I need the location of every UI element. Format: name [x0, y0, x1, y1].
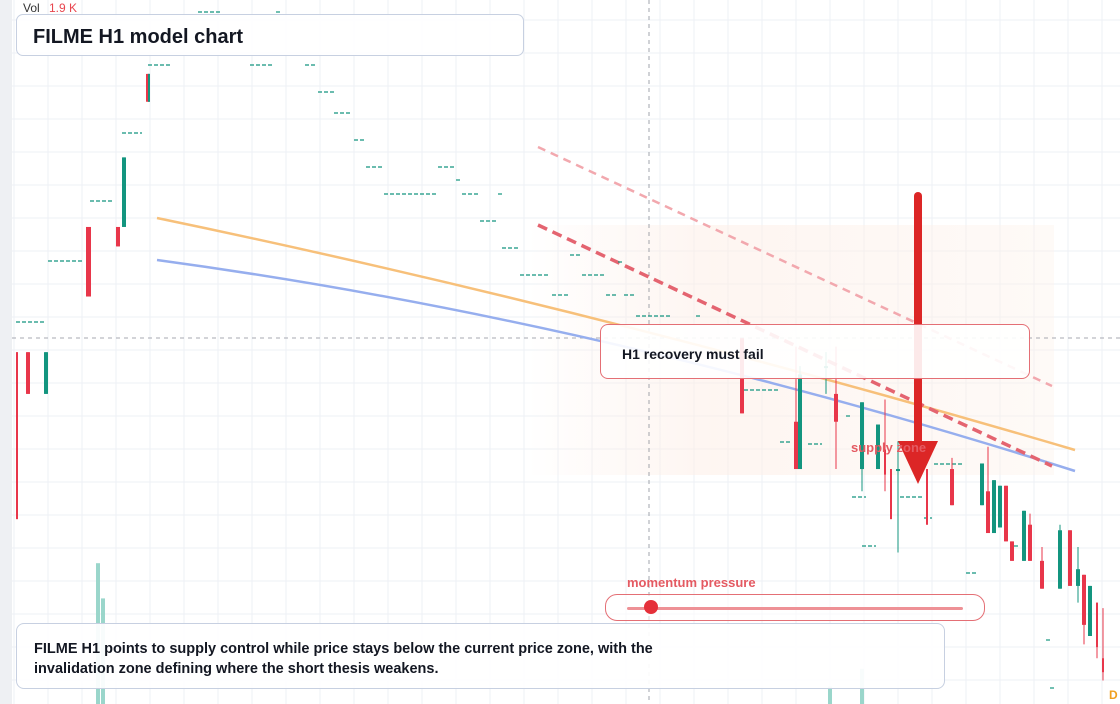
candle-body	[1088, 585, 1092, 636]
candle	[116, 226, 120, 247]
trendline-upper	[537, 145, 1053, 388]
momentum-label: momentum pressure	[627, 575, 756, 590]
candle-body	[890, 469, 892, 520]
candle-body	[1076, 569, 1080, 586]
candle	[1022, 510, 1026, 561]
candle	[44, 352, 48, 394]
candle-body	[86, 226, 91, 297]
momentum-meter	[605, 594, 985, 621]
corner-badge-text: D	[1109, 688, 1118, 702]
candle	[26, 352, 30, 394]
summary-card: FILME H1 points to supply control while …	[16, 623, 945, 689]
candle	[884, 399, 886, 492]
momentum-track	[627, 607, 963, 610]
candle-body	[148, 73, 150, 102]
candle	[16, 352, 18, 520]
candle	[1096, 602, 1098, 659]
candle	[986, 446, 990, 534]
candle-body	[1010, 541, 1014, 561]
ema-fast-line	[156, 216, 1076, 452]
candle	[1068, 530, 1072, 586]
candle-body	[884, 449, 886, 475]
candle	[876, 424, 880, 470]
title-card: FILME H1 model chart	[16, 14, 524, 56]
candle-body	[1082, 574, 1086, 625]
candle-body	[1102, 658, 1104, 673]
candle-body	[44, 352, 48, 394]
candle-body	[1028, 524, 1032, 561]
candle	[980, 463, 984, 506]
candle-body	[950, 469, 954, 506]
supply-zone-label: supply zone	[851, 440, 927, 455]
candle	[860, 402, 864, 492]
candle-body	[1022, 510, 1026, 561]
candle-body	[26, 352, 30, 394]
candle-body	[896, 469, 900, 472]
candle	[1028, 513, 1032, 561]
candle	[1088, 585, 1092, 636]
candle-body	[926, 469, 928, 525]
candle	[1102, 608, 1104, 681]
candle	[86, 226, 91, 297]
candle-body	[834, 393, 838, 422]
callout-text: H1 recovery must fail	[622, 346, 764, 362]
left-scale-strip	[0, 0, 12, 704]
candle-body	[860, 402, 864, 470]
candle	[998, 485, 1002, 528]
volume-value: 1.9 K	[49, 1, 78, 15]
candle-body	[1068, 530, 1072, 586]
candle	[1082, 574, 1086, 645]
down-arrow	[898, 192, 938, 484]
candle	[798, 366, 802, 470]
candle	[1010, 541, 1014, 561]
candle	[896, 441, 900, 553]
volume-bar	[828, 686, 832, 704]
grid	[12, 0, 1120, 704]
candle	[1076, 546, 1080, 603]
candle	[1040, 546, 1044, 589]
candle-body	[16, 352, 18, 520]
trendlines	[537, 145, 1053, 468]
candle	[890, 469, 892, 520]
candle	[122, 157, 126, 227]
volume-label: Vol	[23, 1, 40, 15]
candle-body	[986, 491, 990, 534]
candle	[148, 73, 150, 102]
candle-body	[122, 157, 126, 227]
candle	[926, 469, 928, 525]
candle-body	[1004, 485, 1008, 542]
momentum-knob	[644, 600, 659, 614]
price-level-dashes	[16, 11, 1054, 689]
candle-body	[992, 480, 996, 534]
candle-body	[998, 485, 1002, 528]
candle-body	[798, 374, 802, 470]
candle-body	[116, 226, 120, 247]
candle	[950, 457, 954, 506]
trendline-lower	[537, 223, 1053, 468]
candle-body	[1096, 602, 1098, 648]
candle	[1004, 485, 1008, 542]
recovery-callout: H1 recovery must fail	[600, 324, 1030, 379]
candle-body	[876, 424, 880, 470]
candle	[1058, 524, 1062, 589]
summary-text: FILME H1 points to supply control while …	[34, 641, 653, 677]
candle-body	[1058, 530, 1062, 589]
candle-body	[1040, 560, 1044, 589]
candle-body	[980, 463, 984, 506]
corner-badge: D	[1103, 686, 1120, 704]
candle	[992, 480, 996, 534]
chart-title: FILME H1 model chart	[33, 26, 244, 48]
candle-body	[794, 421, 798, 470]
